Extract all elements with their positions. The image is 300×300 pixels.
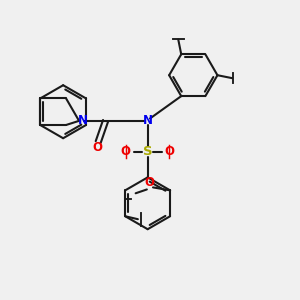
Text: S: S [143,145,152,158]
Text: N: N [78,114,88,127]
Text: O: O [144,176,154,190]
Text: O: O [164,145,175,158]
Text: O: O [92,141,102,154]
Text: O: O [121,145,131,158]
Text: N: N [143,114,153,127]
